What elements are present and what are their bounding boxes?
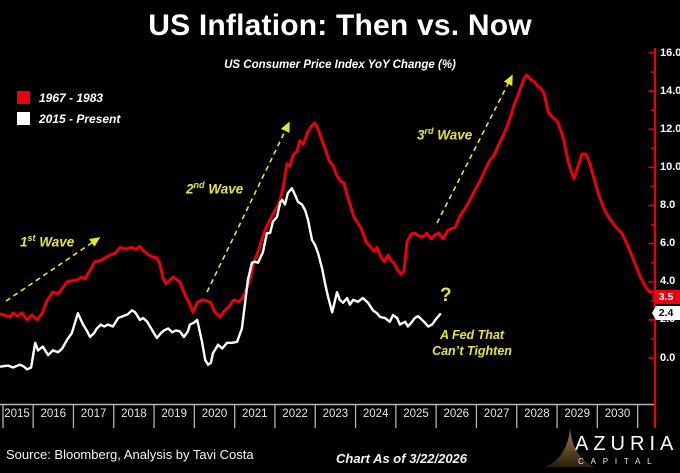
azuria-logo-subname: CAPITAL (578, 457, 659, 466)
latest-value-badge-white: 2.4 (652, 306, 680, 320)
y-axis-tick-label: 6.0 (660, 237, 676, 250)
x-axis-year-label: 2020 (201, 408, 228, 420)
legend-swatch-red (17, 91, 30, 104)
y-axis-tick-label: 4.0 (660, 275, 676, 288)
x-axis-year-label: 2019 (161, 408, 187, 420)
x-axis-year-label: 2017 (80, 408, 107, 420)
x-axis-year-label: 2018 (121, 408, 147, 420)
legend-label-now: 2015 - Present (39, 111, 121, 126)
x-axis-year-label: 2016 (40, 408, 67, 420)
x-axis-year-label: 2021 (242, 408, 268, 420)
latest-value-badge-red: 3.5 (652, 290, 680, 304)
wave3-label: 3rd Wave (417, 126, 473, 143)
wave1-label: 1st Wave (20, 233, 75, 250)
x-axis-year-label: 2025 (403, 408, 429, 420)
fed-note-annotation: A Fed That Can’t Tighten (432, 328, 512, 358)
wave2-label: 2nd Wave (186, 180, 244, 197)
x-axis-year-label: 2030 (604, 408, 631, 420)
y-axis-tick-label: 14.0 (660, 84, 680, 97)
series-line-then (0, 73, 655, 322)
series-line-now (0, 187, 442, 371)
page-title: US Inflation: Then vs. Now (148, 9, 532, 42)
question-mark-annotation: ? (440, 285, 452, 306)
source-note: Source: Bloomberg, Analysis by Tavi Cost… (6, 447, 254, 462)
x-axis-year-label: 2026 (443, 408, 470, 420)
wave-arrows (5, 74, 513, 302)
wave2-arrow (206, 121, 290, 293)
x-axis-year-label: 2015 (4, 408, 30, 420)
azuria-logo-pyramid-icon (545, 429, 595, 467)
x-axis-year-label: 2022 (282, 408, 308, 420)
azuria-logo-name: AZURIA (575, 433, 679, 455)
y-axis-tick-label: 16.0 (660, 46, 680, 59)
legend-item-then: 1967 - 1983 (17, 90, 120, 105)
y-axis-tick-label: 0.0 (660, 351, 676, 364)
legend-item-now: 2015 - Present (17, 111, 121, 126)
legend-label-then: 1967 - 1983 (39, 90, 104, 105)
wave1-arrow (5, 237, 101, 302)
as-of-date: Chart As of 3/22/2026 (336, 451, 468, 466)
y-axis-tick-label: 12.0 (660, 122, 680, 135)
x-axis-year-label: 2028 (524, 408, 550, 420)
y-axis-tick-label: 8.0 (660, 199, 676, 211)
x-axis-year-label: 2027 (483, 408, 510, 420)
x-axis-year-label: 2024 (362, 408, 389, 420)
legend-swatch-white (17, 112, 30, 125)
y-axis-tick-label: 10.0 (660, 160, 680, 173)
legend: 1967 - 1983 2015 - Present (17, 91, 120, 133)
x-axis-year-label: 2023 (322, 408, 349, 420)
x-axis-year-label: 2029 (564, 408, 590, 420)
wave3-arrow (436, 74, 513, 224)
chart-subtitle: US Consumer Price Index YoY Change (%) (224, 59, 456, 71)
